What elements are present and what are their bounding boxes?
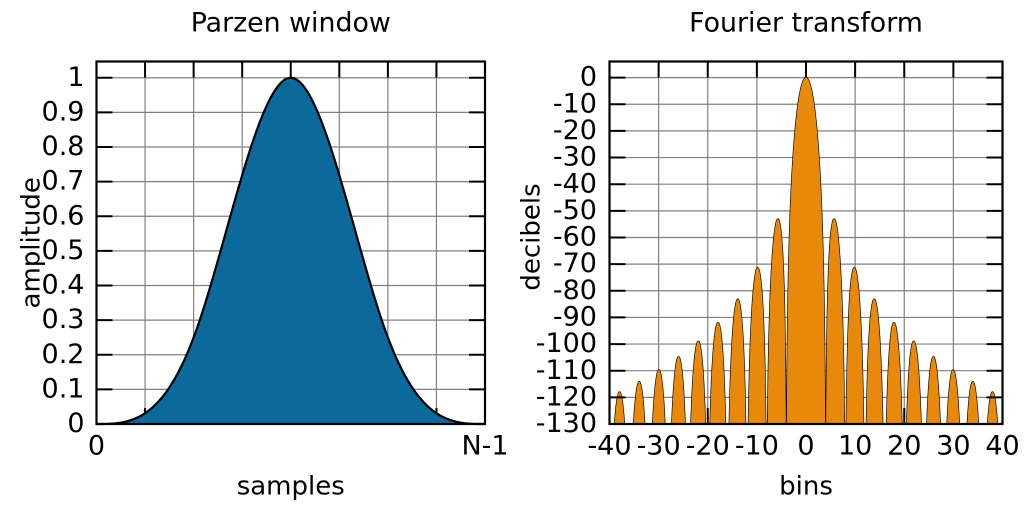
right-y-tick-label: -100 [536, 328, 597, 359]
right-x-tick-label: 10 [838, 431, 872, 462]
left-y-tick-label: 0.9 [42, 97, 85, 128]
right-x-tick-label: -20 [686, 431, 730, 462]
right-area-fill [609, 77, 1003, 425]
right-x-axis-label: bins [779, 471, 833, 501]
right-x-tick-label: -40 [587, 431, 631, 462]
right-y-tick-marks [609, 76, 1003, 399]
left-y-tick-label: 0.1 [42, 373, 85, 404]
left-y-tick-label: 0.8 [42, 131, 85, 162]
left-y-tick-label: 0.4 [42, 270, 85, 301]
right-y-tick-label: -40 [553, 168, 597, 199]
left-y-tick-label: 1 [67, 62, 84, 93]
left-y-tick-label: 0 [67, 408, 84, 439]
right-x-tick-label: 40 [985, 431, 1019, 462]
left-y-tick-label: 0.6 [42, 200, 85, 231]
right-y-tick-label: -80 [553, 275, 597, 306]
right-y-tick-label: 0 [580, 62, 597, 93]
right-y-axis-label: decibels [517, 183, 547, 290]
right-y-tick-label: -30 [553, 142, 597, 173]
left-curve-line [96, 76, 485, 426]
left-y-axis-label: amplitude [17, 177, 47, 308]
right-y-tick-label: -50 [553, 195, 597, 226]
right-y-tick-label: -110 [536, 355, 597, 386]
right-y-tick-label: -130 [536, 408, 597, 439]
right-plot-title: Fourier transform [689, 8, 923, 39]
left-y-tick-label: 0.7 [42, 166, 85, 197]
left-y-tick-marks [96, 76, 485, 391]
right-x-tick-label: -30 [637, 431, 681, 462]
right-x-tick-label: 20 [887, 431, 921, 462]
left-y-tick-label: 0.5 [42, 235, 85, 266]
right-x-tick-label: 30 [936, 431, 970, 462]
left-x-tick-label: 0 [88, 431, 105, 462]
left-plot-title: Parzen window [191, 8, 391, 39]
right-y-tick-label: -20 [553, 115, 597, 146]
left-x-axis-label: samples [237, 471, 345, 501]
right-plot-border [608, 60, 1004, 426]
right-y-tick-label: -10 [553, 88, 597, 119]
left-x-tick-label: N-1 [461, 431, 508, 462]
left-y-tick-label: 0.2 [42, 339, 85, 370]
left-y-tick-label: 0.3 [42, 304, 85, 335]
right-y-tick-label: -120 [536, 381, 597, 412]
right-y-tick-label: -90 [553, 302, 597, 333]
right-x-tick-label: 0 [797, 431, 814, 462]
right-x-tick-label: -10 [735, 431, 779, 462]
left-plot-border [95, 60, 487, 426]
right-y-tick-label: -60 [553, 222, 597, 253]
right-y-tick-label: -70 [553, 248, 597, 279]
